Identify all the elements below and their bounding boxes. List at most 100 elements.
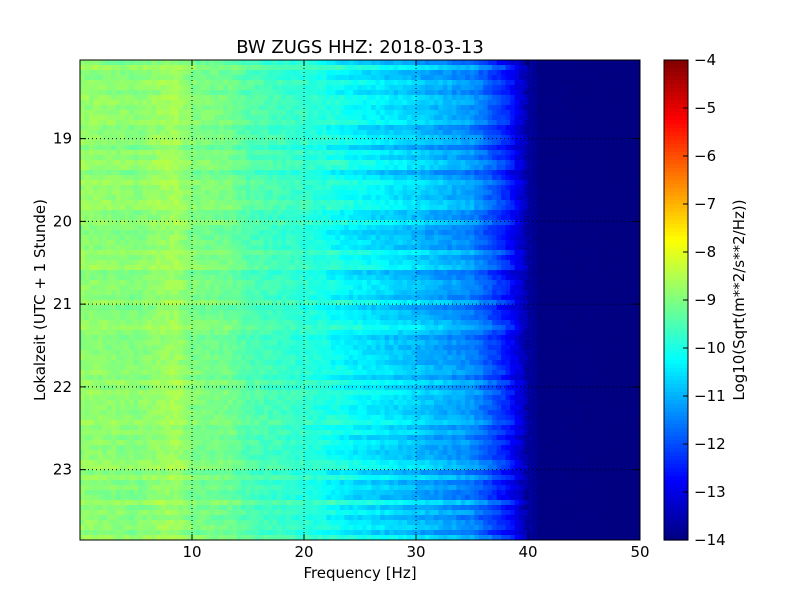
heatmap-cell bbox=[559, 195, 565, 201]
heatmap-cell bbox=[106, 210, 112, 216]
heatmap-cell bbox=[635, 105, 640, 111]
heatmap-cell bbox=[501, 80, 507, 86]
heatmap-cell bbox=[442, 200, 448, 206]
heatmap-cell bbox=[102, 70, 108, 76]
heatmap-cell bbox=[393, 250, 399, 256]
heatmap-cell bbox=[554, 180, 560, 186]
heatmap-cell bbox=[295, 215, 301, 221]
heatmap-cell bbox=[277, 160, 283, 166]
heatmap-cell bbox=[205, 150, 211, 156]
heatmap-cell bbox=[147, 145, 153, 151]
heatmap-cell bbox=[451, 135, 457, 141]
heatmap-cell bbox=[97, 65, 103, 71]
heatmap-cell bbox=[133, 165, 139, 171]
heatmap-cell bbox=[492, 105, 498, 111]
heatmap-cell bbox=[106, 150, 112, 156]
heatmap-cell bbox=[299, 185, 305, 191]
heatmap-cell bbox=[505, 165, 511, 171]
heatmap-cell bbox=[541, 75, 547, 81]
heatmap-cell bbox=[353, 250, 359, 256]
heatmap-cell bbox=[187, 145, 193, 151]
heatmap-cell bbox=[93, 60, 99, 66]
heatmap-cell bbox=[362, 200, 368, 206]
heatmap-cell bbox=[165, 215, 171, 221]
heatmap-cell bbox=[183, 150, 189, 156]
heatmap-cell bbox=[295, 255, 301, 261]
heatmap-cell bbox=[501, 110, 507, 116]
heatmap-cell bbox=[478, 235, 484, 241]
heatmap-cell bbox=[102, 255, 108, 261]
heatmap-cell bbox=[631, 155, 637, 161]
heatmap-cell bbox=[483, 70, 489, 76]
heatmap-cell bbox=[209, 140, 215, 146]
heatmap-cell bbox=[528, 70, 534, 76]
heatmap-cell bbox=[200, 85, 207, 91]
heatmap-cell bbox=[492, 150, 498, 156]
heatmap-cell bbox=[335, 190, 341, 196]
heatmap-cell bbox=[209, 190, 215, 196]
heatmap-cell bbox=[268, 120, 274, 126]
heatmap-cell bbox=[165, 240, 171, 246]
heatmap-cell bbox=[160, 190, 166, 196]
heatmap-cell bbox=[496, 100, 502, 106]
heatmap-cell bbox=[416, 130, 422, 136]
heatmap-cell bbox=[348, 255, 354, 261]
heatmap-cell bbox=[97, 235, 103, 241]
heatmap-cell bbox=[528, 150, 534, 156]
heatmap-cell bbox=[384, 165, 390, 171]
heatmap-cell bbox=[433, 205, 439, 211]
heatmap-cell bbox=[568, 140, 574, 146]
heatmap-cell bbox=[532, 210, 538, 216]
heatmap-cell bbox=[595, 120, 601, 126]
heatmap-cell bbox=[541, 250, 547, 256]
heatmap-cell bbox=[429, 140, 435, 146]
heatmap-cell bbox=[88, 95, 95, 101]
heatmap-cell bbox=[178, 195, 184, 201]
heatmap-cell bbox=[483, 170, 489, 176]
heatmap-cell bbox=[438, 205, 444, 211]
heatmap-cell bbox=[604, 140, 610, 146]
heatmap-cell bbox=[80, 180, 86, 186]
heatmap-cell bbox=[214, 165, 220, 171]
heatmap-cell bbox=[465, 195, 471, 201]
heatmap-cell bbox=[97, 170, 103, 176]
heatmap-cell bbox=[371, 95, 377, 101]
heatmap-cell bbox=[528, 200, 534, 206]
heatmap-cell bbox=[129, 140, 135, 146]
heatmap-cell bbox=[227, 205, 233, 211]
heatmap-cell bbox=[554, 185, 560, 191]
heatmap-cell bbox=[407, 235, 413, 241]
heatmap-cell bbox=[259, 130, 265, 136]
heatmap-cell bbox=[357, 175, 363, 181]
heatmap-cell bbox=[528, 160, 534, 166]
heatmap-cell bbox=[599, 130, 605, 136]
heatmap-cell bbox=[196, 65, 202, 71]
heatmap-cell bbox=[362, 185, 368, 191]
heatmap-cell bbox=[577, 145, 583, 151]
heatmap-cell bbox=[617, 190, 623, 196]
heatmap-cell bbox=[232, 200, 238, 206]
heatmap-cell bbox=[304, 255, 310, 261]
heatmap-cell bbox=[236, 235, 242, 241]
heatmap-cell bbox=[371, 120, 377, 126]
heatmap-cell bbox=[254, 110, 260, 116]
heatmap-cell bbox=[348, 95, 354, 101]
heatmap-cell bbox=[80, 160, 86, 166]
heatmap-cell bbox=[272, 75, 278, 81]
heatmap-cell bbox=[223, 115, 229, 121]
heatmap-cell bbox=[326, 90, 332, 96]
heatmap-cell bbox=[205, 240, 211, 246]
heatmap-cell bbox=[398, 155, 404, 161]
heatmap-cell bbox=[501, 85, 507, 91]
heatmap-cell bbox=[160, 155, 166, 161]
heatmap-cell bbox=[523, 220, 529, 226]
heatmap-cell bbox=[218, 75, 224, 81]
heatmap-cell bbox=[568, 85, 574, 91]
heatmap-cell bbox=[478, 180, 484, 186]
heatmap-cell bbox=[281, 200, 287, 206]
heatmap-cell bbox=[438, 60, 444, 66]
heatmap-cell bbox=[290, 130, 296, 136]
heatmap-cell bbox=[277, 240, 283, 246]
heatmap-cell bbox=[245, 140, 251, 146]
heatmap-cell bbox=[375, 220, 381, 226]
